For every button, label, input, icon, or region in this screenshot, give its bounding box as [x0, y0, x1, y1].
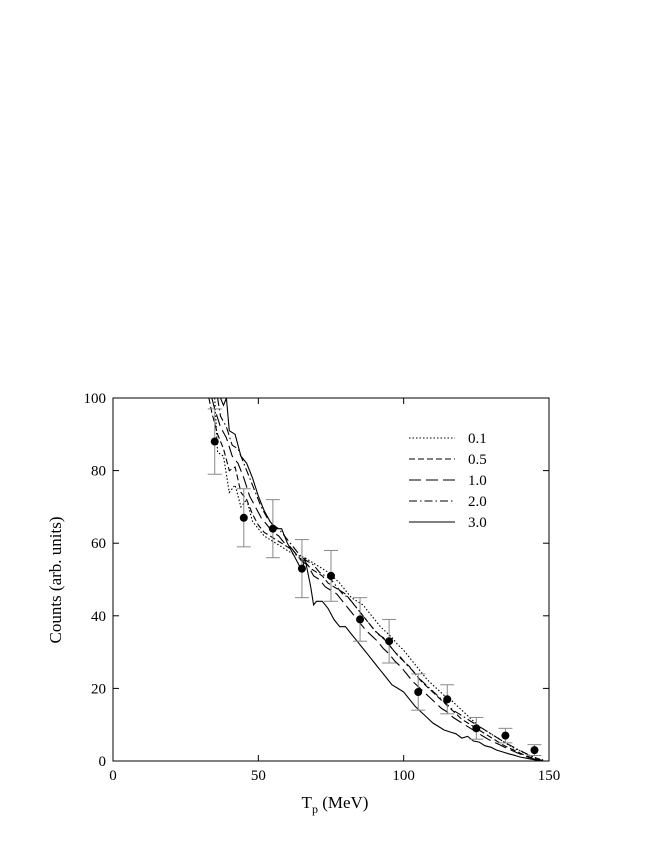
y-tick-label: 0 [99, 754, 107, 770]
data-point-35 [207, 408, 222, 475]
data-marker [268, 524, 277, 533]
legend-label: 0.5 [468, 452, 487, 468]
data-marker [297, 564, 306, 573]
legend-item-0.5: 0.5 [409, 452, 487, 468]
series-line-1.0 [211, 398, 541, 761]
legend-label: 0.1 [468, 431, 487, 447]
legend-item-0.1: 0.1 [409, 431, 487, 447]
ticks-layer: 0 50 100 150 0 20 40 60 80 100 [84, 391, 561, 784]
data-point-135 [498, 727, 513, 744]
data-marker [530, 746, 539, 755]
legend-item-2.0: 2.0 [409, 494, 487, 510]
data-marker [210, 437, 219, 446]
x-tick-label: 150 [538, 768, 561, 784]
data-point-145 [527, 744, 542, 757]
series-line-2.0 [217, 398, 541, 761]
data-marker [385, 637, 394, 646]
data-point-85 [353, 597, 368, 642]
data-point-75 [324, 549, 338, 602]
series-line-0.1 [214, 398, 544, 761]
data-marker [472, 724, 481, 733]
data-point-115 [440, 684, 455, 715]
plot-frame [112, 397, 550, 762]
x-axis-title-subscript: p [312, 802, 318, 816]
data-point-125 [469, 716, 484, 740]
series-line-3.0 [219, 398, 544, 761]
y-tick-label: 100 [84, 391, 107, 407]
legend-label: 2.0 [468, 494, 487, 510]
y-tick-label: 60 [91, 536, 106, 552]
y-tick-label: 20 [91, 681, 106, 697]
legend-item-3.0: 3.0 [409, 515, 487, 531]
data-point-55 [265, 499, 280, 559]
data-point-95 [382, 618, 397, 664]
data-point-45 [236, 488, 251, 548]
data-marker [414, 688, 423, 697]
data-marker [327, 571, 335, 580]
legend: 0.1 0.5 1.0 2.0 3.0 [409, 431, 487, 531]
data-marker [501, 731, 510, 740]
data-marker [239, 513, 248, 522]
y-tick-label: 40 [91, 609, 106, 625]
series-line-0.5 [208, 398, 544, 761]
x-tick-label: 100 [392, 768, 415, 784]
y-axis-title: Counts (arb. units) [46, 516, 65, 643]
plot-layer [207, 398, 544, 761]
data-marker [356, 615, 365, 624]
x-axis-title-main: T [302, 793, 313, 812]
y-tick-label: 80 [91, 464, 106, 480]
legend-label: 3.0 [468, 515, 487, 531]
data-point-65 [294, 539, 309, 599]
data-point-105 [411, 673, 426, 711]
legend-item-1.0: 1.0 [409, 473, 487, 489]
x-tick-label: 50 [251, 768, 266, 784]
legend-label: 1.0 [468, 473, 487, 489]
x-axis-title: Tp (MeV) [302, 793, 369, 816]
data-marker [443, 695, 452, 704]
x-tick-label: 0 [109, 768, 117, 784]
x-axis-title-unit: (MeV) [318, 793, 369, 812]
